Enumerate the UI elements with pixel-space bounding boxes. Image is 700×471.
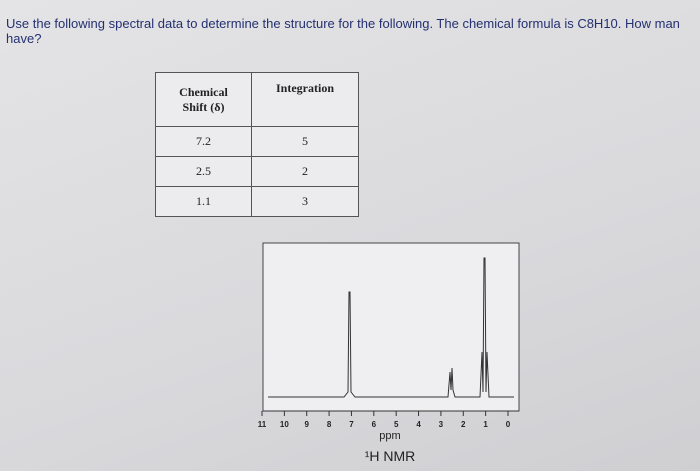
x-tick-label: 5 — [394, 420, 399, 429]
cell: 2 — [251, 156, 359, 187]
question-line: have? — [6, 31, 42, 46]
cell: 3 — [251, 186, 359, 217]
spectrum-frame — [262, 242, 520, 412]
question-line: Use the following spectral data to deter… — [6, 16, 680, 31]
table-header: Chemical Shift (δ) — [155, 72, 252, 127]
x-tick-label: 10 — [280, 420, 289, 429]
x-axis-label: ppm — [379, 430, 400, 442]
x-tick-label: 7 — [349, 420, 354, 429]
cell: 1.1 — [155, 186, 252, 217]
data-table: Chemical Shift (δ) Integration 7.2 5 2.5 2… — [155, 72, 359, 217]
x-tick-label: 11 — [258, 420, 267, 429]
x-tick-label: 4 — [416, 420, 421, 429]
spectrum-trace — [268, 257, 514, 398]
cell: 7.2 — [155, 126, 252, 157]
cell: 2.5 — [155, 156, 252, 187]
x-tick-label: 9 — [305, 420, 310, 429]
x-tick-label: 2 — [461, 420, 466, 429]
x-tick-label: 8 — [327, 420, 332, 429]
x-tick-label: 3 — [439, 420, 444, 429]
x-tick-label: 6 — [372, 420, 377, 429]
cell: 5 — [251, 126, 359, 157]
header-text: Chemical Shift (δ) — [179, 84, 228, 114]
x-tick-label: 0 — [506, 420, 511, 429]
x-tick-label: 1 — [483, 420, 488, 429]
spectrum-title: ¹H NMR — [365, 448, 416, 464]
